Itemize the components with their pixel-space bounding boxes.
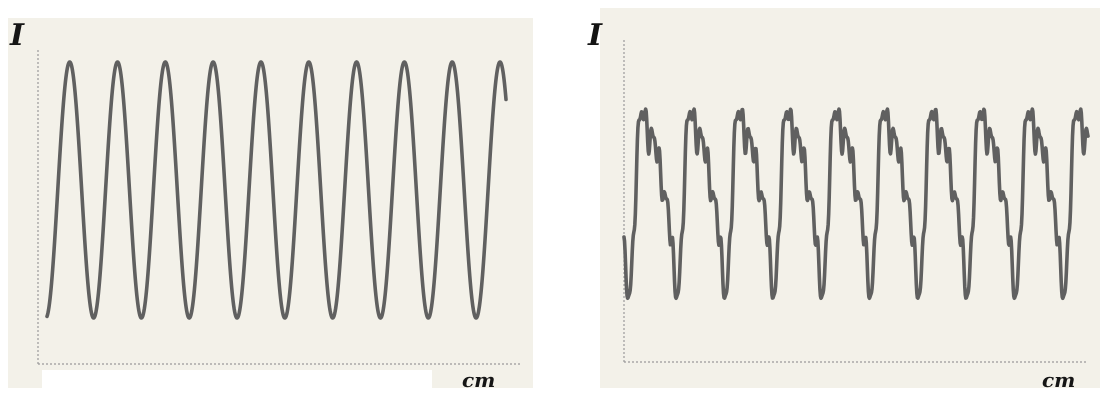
y-axis-label: I xyxy=(10,18,25,53)
x-axis-label: cm xyxy=(462,368,496,392)
distorted-plot xyxy=(622,40,1090,363)
plot-background xyxy=(8,18,533,388)
chart-panel-sinusoidal: I cm xyxy=(0,0,540,395)
distorted-series-line xyxy=(622,107,1090,301)
y-axis-label: I xyxy=(588,18,603,53)
chart-panel-distorted: I cm xyxy=(566,0,1106,395)
sine-plot xyxy=(37,50,520,365)
sine-series-line xyxy=(45,60,508,320)
caption-strip xyxy=(42,370,432,390)
x-axis-label: cm xyxy=(1042,368,1076,392)
